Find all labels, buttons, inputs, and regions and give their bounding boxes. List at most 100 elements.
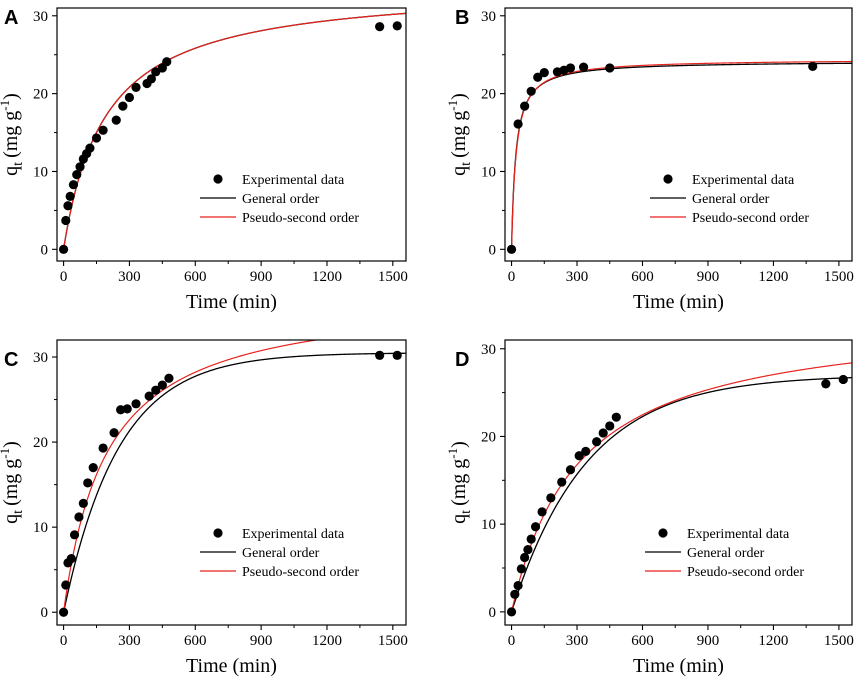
data-point <box>546 493 556 503</box>
data-point <box>375 22 385 32</box>
plot-frame <box>56 7 407 262</box>
data-point <box>124 92 135 103</box>
data-point <box>118 101 128 111</box>
y-tick-label: 30 <box>33 9 48 25</box>
data-point <box>72 169 82 180</box>
legend-label-experimental: Experimental data <box>687 527 790 542</box>
y-tick-label: 10 <box>481 164 496 180</box>
x-tick-label: 0 <box>60 269 68 285</box>
pseudo-second-order-curve <box>62 340 320 613</box>
data-point <box>539 68 549 78</box>
legend-label-general-order: General order <box>687 546 765 561</box>
panel-c: C 0 300 600 900 1200 1500 0 10 20 30 Time (min) qt(m… <box>0 339 408 677</box>
x-tick-label: 1200 <box>312 269 342 285</box>
legend-label-experimental: Experimental data <box>692 173 795 188</box>
data-point <box>375 350 385 360</box>
panel-d: D 0 300 600 900 1200 1500 0 10 20 30 Time (min) qt(m… <box>445 339 854 677</box>
y-tick-label: 0 <box>489 605 497 621</box>
data-point <box>98 125 108 135</box>
data-point <box>69 530 80 540</box>
data-point <box>144 391 154 401</box>
x-tick-label: 900 <box>250 633 273 649</box>
x-axis-title: Time (min) <box>186 291 277 313</box>
data-point <box>66 554 76 564</box>
data-point <box>516 564 526 574</box>
y-tick-label: 20 <box>481 87 496 103</box>
x-axis-title: Time (min) <box>633 291 724 313</box>
data-point <box>151 385 161 395</box>
general-order-curve <box>62 352 406 613</box>
data-point <box>526 534 536 544</box>
data-point <box>605 421 615 431</box>
x-tick-label: 1200 <box>312 633 342 649</box>
data-point <box>65 191 75 201</box>
data-point <box>530 522 541 532</box>
data-point <box>557 477 567 487</box>
x-tick-label: 600 <box>184 633 207 649</box>
data-point <box>83 478 93 488</box>
y-tick-label: 10 <box>33 520 48 536</box>
data-point <box>520 101 530 111</box>
x-axis-title: Time (min) <box>633 655 724 677</box>
data-point <box>506 244 517 254</box>
x-tick-label: 1200 <box>758 269 788 285</box>
legend-label-general-order: General order <box>242 546 320 561</box>
data-point <box>78 498 88 508</box>
x-tick-label: 600 <box>184 269 207 285</box>
data-point <box>157 380 167 390</box>
data-point <box>98 443 108 453</box>
data-point <box>111 115 121 125</box>
data-point <box>162 57 172 67</box>
data-point <box>61 215 71 226</box>
data-point <box>91 133 102 143</box>
data-point <box>565 465 576 475</box>
data-point <box>85 143 95 153</box>
legend-label-experimental: Experimental data <box>242 527 345 542</box>
data-point <box>88 463 98 473</box>
data-point <box>74 512 84 522</box>
data-point <box>510 589 520 599</box>
x-tick-label: 0 <box>508 633 516 649</box>
y-tick-label: 30 <box>481 9 496 25</box>
pseudo-second-order-curve <box>510 60 852 250</box>
data-point <box>392 350 402 360</box>
general-order-curve <box>510 62 852 250</box>
y-tick-label: 20 <box>33 87 48 103</box>
data-point <box>63 201 73 211</box>
legend-marker-experimental <box>663 174 673 184</box>
data-point <box>581 446 591 456</box>
x-tick-label: 1500 <box>824 633 854 649</box>
panel-a: A 0 300 600 900 1200 1500 0 10 20 30 Time (min) qt(m… <box>0 7 408 313</box>
x-tick-label: 0 <box>60 633 68 649</box>
legend-marker-experimental <box>213 528 223 538</box>
data-point <box>565 63 576 73</box>
y-tick-label: 0 <box>489 242 497 258</box>
data-point <box>75 162 85 172</box>
legend-label-pseudo-second-order: Pseudo-second order <box>692 211 809 226</box>
x-tick-label: 900 <box>697 269 720 285</box>
y-tick-label: 10 <box>33 164 48 180</box>
y-tick-label: 30 <box>481 342 496 358</box>
data-point <box>68 180 79 190</box>
data-point <box>605 63 615 73</box>
panel-letter: B <box>455 7 469 29</box>
legend-label-pseudo-second-order: Pseudo-second order <box>242 565 359 580</box>
legend-label-general-order: General order <box>692 192 770 207</box>
x-axis-title: Time (min) <box>186 655 277 677</box>
y-axis-title: qt(mg g-1) <box>0 93 26 176</box>
legend: Experimental data General order Pseudo-sec… <box>650 173 809 226</box>
legend: Experimental data General order Pseudo-sec… <box>645 527 804 580</box>
data-point <box>122 404 132 414</box>
data-point <box>537 507 547 517</box>
plot-frame <box>504 339 853 626</box>
y-axis-title: qt(mg g-1) <box>0 441 26 524</box>
legend-label-general-order: General order <box>242 192 320 207</box>
data-point <box>146 74 156 84</box>
x-tick-label: 0 <box>508 269 516 285</box>
pseudo-second-order-curve <box>62 12 406 250</box>
x-tick-label: 300 <box>118 633 141 649</box>
data-point <box>513 580 523 591</box>
x-tick-label: 300 <box>118 269 141 285</box>
y-tick-label: 0 <box>41 605 49 621</box>
plot-frame <box>504 7 853 262</box>
